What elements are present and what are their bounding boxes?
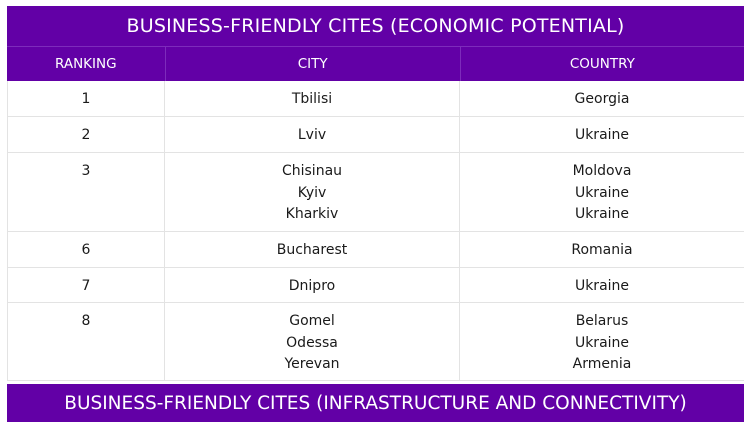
rank-cell: 3	[7, 153, 165, 231]
city-cell: Bucharest	[165, 232, 460, 267]
city-name: Chisinau	[281, 163, 343, 179]
header-ranking: RANKING	[7, 47, 166, 81]
country-cell: Ukraine	[460, 117, 744, 152]
country-cell: Romania	[460, 232, 744, 267]
country-name: Ukraine	[574, 206, 630, 222]
city-cell: Gomel Odessa Yerevan	[165, 303, 460, 380]
rank-cell: 2	[7, 117, 165, 152]
country-name: Romania	[571, 242, 633, 258]
city-name: Gomel	[289, 313, 335, 329]
country-cell: Moldova Ukraine Ukraine	[460, 153, 744, 231]
table-row: 3 Chisinau Kyiv Kharkiv Moldova Ukraine …	[7, 153, 744, 232]
city-name: Tbilisi	[291, 91, 333, 107]
header-city: CITY	[166, 47, 461, 81]
city-name: Kharkiv	[285, 206, 339, 222]
country-name: Ukraine	[574, 278, 630, 294]
economic-potential-table: BUSINESS-FRIENDLY CITES (ECONOMIC POTENT…	[7, 6, 744, 381]
city-name: Kyiv	[297, 184, 327, 201]
city-name: Bucharest	[276, 242, 348, 258]
city-cell: Chisinau Kyiv Kharkiv	[165, 153, 460, 231]
infrastructure-table-title: BUSINESS-FRIENDLY CITES (INFRASTRUCTURE …	[7, 384, 744, 422]
city-cell: Dnipro	[165, 268, 460, 302]
country-name: Belarus	[575, 313, 629, 329]
country-name: Ukraine	[574, 334, 630, 351]
city-cell: Tbilisi	[165, 81, 460, 116]
country-name: Armenia	[572, 356, 632, 372]
country-name: Georgia	[574, 91, 630, 107]
table-row: 6 Bucharest Romania	[7, 232, 744, 268]
table-title: BUSINESS-FRIENDLY CITES (ECONOMIC POTENT…	[7, 6, 744, 46]
table-row: 7 Dnipro Ukraine	[7, 268, 744, 303]
city-name: Odessa	[286, 334, 338, 351]
country-cell: Belarus Ukraine Armenia	[460, 303, 744, 380]
country-cell: Georgia	[460, 81, 744, 116]
rank-cell: 6	[7, 232, 165, 267]
table-row: 2 Lviv Ukraine	[7, 117, 744, 153]
rank-cell: 8	[7, 303, 165, 380]
table-row: 8 Gomel Odessa Yerevan Belarus Ukraine A…	[7, 303, 744, 381]
country-name: Ukraine	[574, 184, 630, 201]
city-name: Lviv	[297, 127, 327, 143]
city-cell: Lviv	[165, 117, 460, 152]
city-name: Dnipro	[288, 278, 336, 294]
country-cell: Ukraine	[460, 268, 744, 302]
city-name: Yerevan	[284, 356, 340, 372]
rank-cell: 7	[7, 268, 165, 302]
table-row: 1 Tbilisi Georgia	[7, 81, 744, 117]
rank-cell: 1	[7, 81, 165, 116]
country-name: Ukraine	[574, 127, 630, 143]
country-name: Moldova	[572, 163, 632, 179]
table-header-row: RANKING CITY COUNTRY	[7, 46, 744, 81]
header-country: COUNTRY	[569, 56, 635, 72]
